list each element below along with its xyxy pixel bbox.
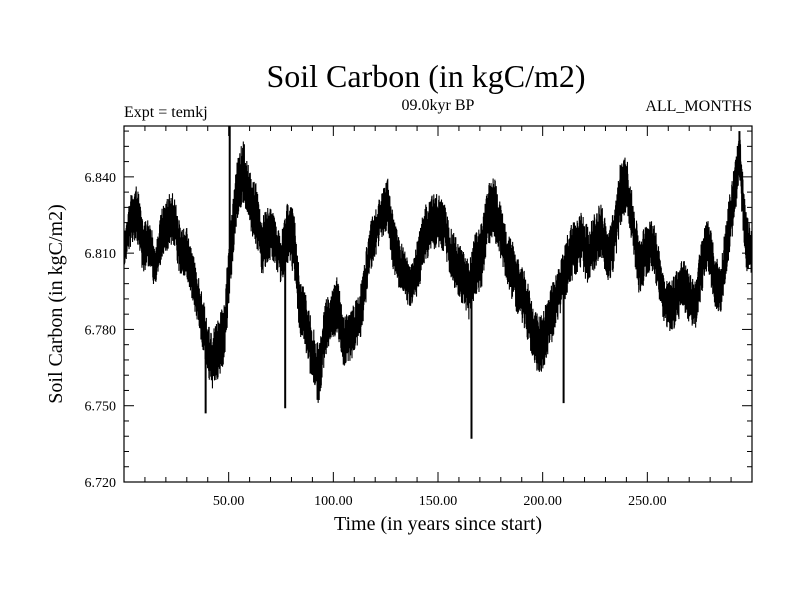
x-tick-label: 100.00 [314,494,353,509]
x-tick-label: 150.00 [419,494,458,509]
y-tick-label: 6.720 [85,476,117,491]
series-line [124,134,752,403]
x-tick-label: 200.00 [523,494,562,509]
x-tick-labels: 50.00 100.00 150.00 200.00 250.00 [213,494,667,509]
x-tick-label: 250.00 [628,494,667,509]
y-tick-label: 6.840 [85,171,117,186]
subtitle-left: Expt = temkj [124,104,208,121]
axis-ticks [124,126,752,483]
y-tick-label: 6.750 [85,400,117,415]
x-tick-label: 50.00 [213,494,245,509]
x-axis-label: Time (in years since start) [334,513,542,535]
y-axis-label: Soil Carbon (in kgC/m2) [45,204,67,403]
series-group [124,126,752,439]
subtitle-center: 09.0kyr BP [402,97,475,114]
y-tick-label: 6.780 [85,323,117,338]
plot-frame [123,125,753,483]
y-tick-label: 6.810 [85,247,117,262]
y-tick-labels: 6.720 6.750 6.780 6.810 6.840 [85,171,117,491]
subtitle-right: ALL_MONTHS [645,98,752,115]
chart-title: Soil Carbon (in kgC/m2) [266,58,585,94]
